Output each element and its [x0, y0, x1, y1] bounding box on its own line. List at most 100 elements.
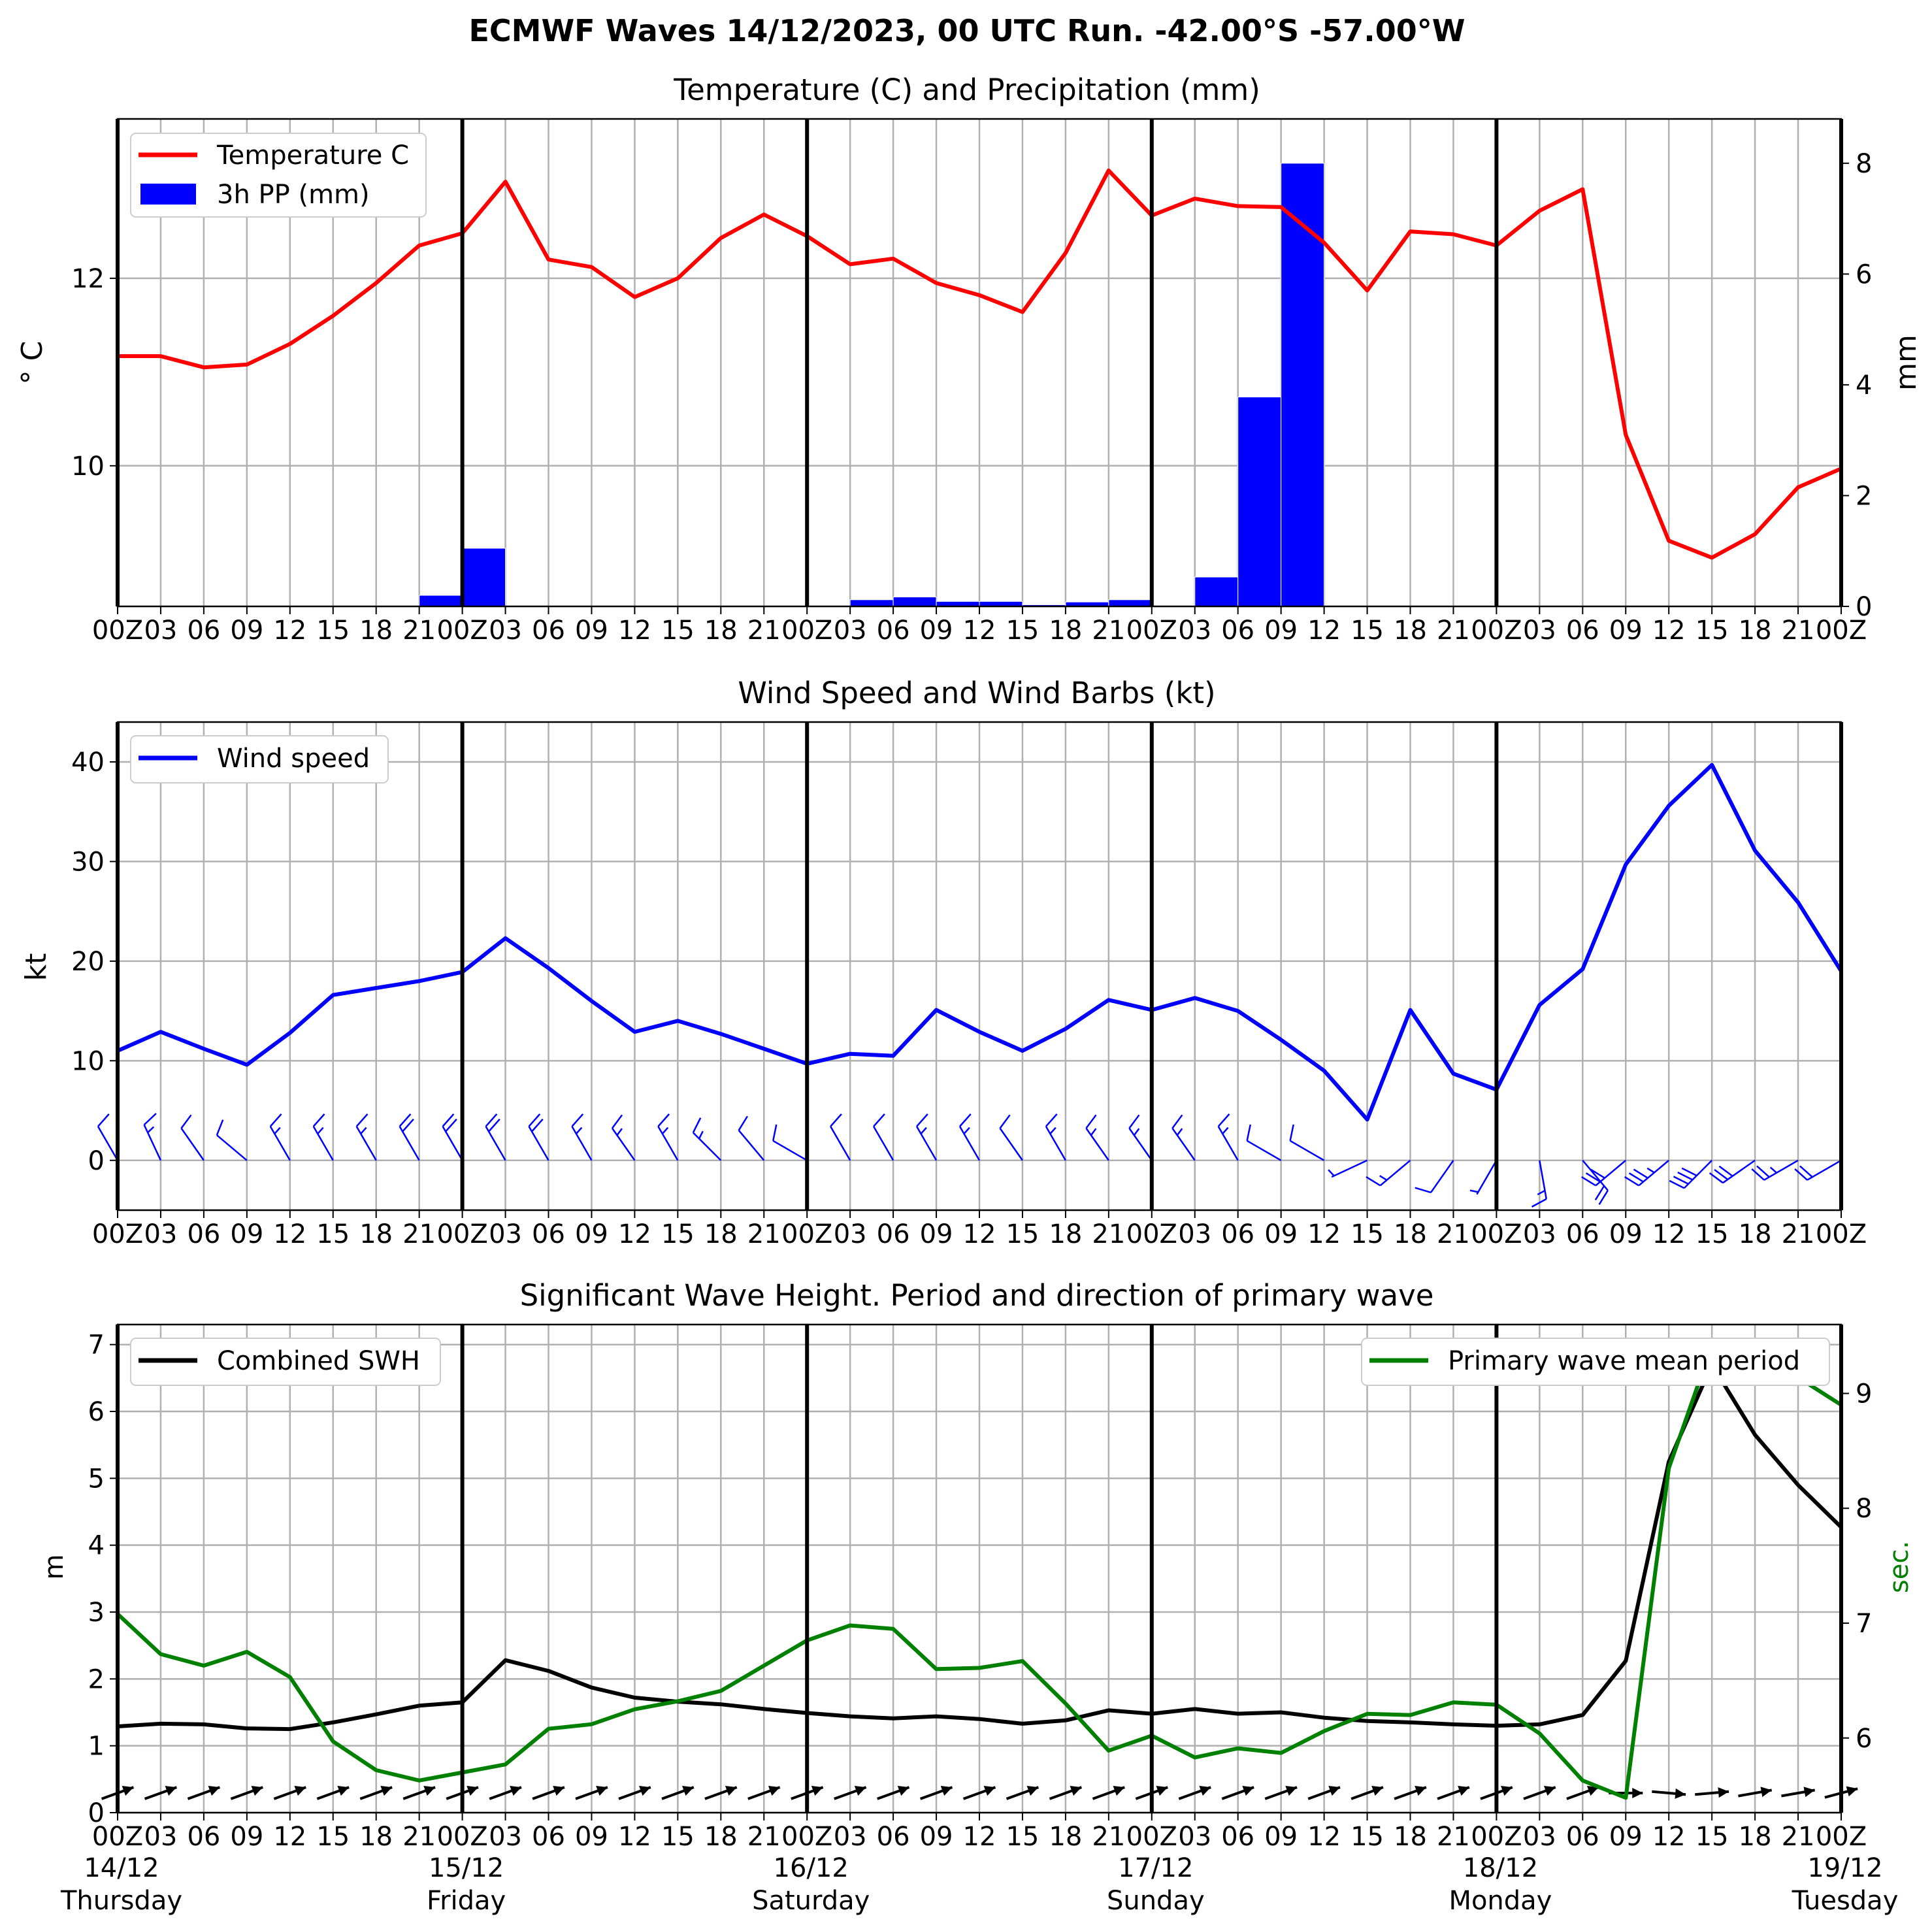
x-tick-label: 00Z — [436, 1219, 487, 1249]
arrow-head — [553, 1786, 565, 1796]
barb-flag — [488, 1118, 500, 1132]
barb-flag — [873, 1113, 885, 1127]
x-tick-label: 12 — [1652, 1822, 1686, 1852]
x-tick-label: 15 — [661, 616, 695, 646]
x-tick-label: 09 — [1264, 1822, 1298, 1852]
y-tick-label-right: 6 — [1856, 259, 1872, 289]
arrow-head — [337, 1786, 350, 1796]
x-tick-label: 21 — [1437, 1219, 1470, 1249]
precip-bar — [892, 597, 937, 607]
arrow-head — [1458, 1786, 1469, 1796]
panel-wind: Wind Speed and Wind Barbs (kt) 0 10 20 30 40… — [20, 676, 1867, 1249]
x-tick-label: 15 — [1006, 1219, 1039, 1249]
x-tick-label: 21 — [747, 1822, 781, 1852]
y-tick-label: 0 — [88, 1798, 105, 1828]
wind-barb — [180, 1114, 205, 1161]
x-tick-label: 12 — [273, 1219, 306, 1249]
barb-flag — [571, 1113, 584, 1127]
y-tick-label-right: 2 — [1856, 481, 1872, 511]
x-tick-label: 21 — [1782, 616, 1815, 646]
barb-staff — [355, 1126, 377, 1161]
x-tick-label: 12 — [273, 616, 306, 646]
x-tick-label: 18 — [1394, 1822, 1427, 1852]
x-tick-label: 12 — [1307, 1219, 1341, 1249]
barb-flag — [1171, 1114, 1183, 1129]
x-tick-label: 15 — [1695, 1219, 1729, 1249]
barb-flag — [442, 1113, 455, 1127]
x-tick-label: 03 — [834, 1822, 867, 1852]
x-tick-label: 21 — [1092, 1219, 1125, 1249]
legend: Wind speed — [130, 735, 389, 783]
x-tick-label: 18 — [359, 1822, 393, 1852]
wind-barb — [958, 1113, 981, 1161]
arrow-head — [897, 1786, 909, 1796]
wave-arrow — [1092, 1786, 1125, 1800]
wind-barb — [442, 1113, 463, 1161]
barb-flag — [772, 1124, 778, 1142]
x-tick-label: 12 — [963, 1822, 996, 1852]
wave-arrow — [532, 1786, 565, 1800]
wave-arrow — [1307, 1786, 1341, 1800]
x-tick-label: 15 — [661, 1219, 695, 1249]
x-tick-label: 00Z — [92, 1822, 143, 1852]
barb-flag — [963, 1127, 970, 1134]
x-tick-label: 21 — [402, 1822, 436, 1852]
barb-staff — [1379, 1159, 1411, 1187]
barb-staff — [180, 1127, 205, 1161]
barb-staff — [216, 1134, 248, 1161]
barb-flag — [916, 1113, 928, 1127]
x-tick-label: 00Z — [1816, 1219, 1867, 1249]
x-tick-label: 09 — [575, 1219, 608, 1249]
barb-flag — [147, 1126, 155, 1134]
barb-staff — [1128, 1127, 1153, 1161]
barb-flag — [611, 1114, 623, 1129]
barb-flag — [1469, 1189, 1479, 1193]
wave-arrow — [1351, 1786, 1384, 1800]
barb-staff — [611, 1127, 636, 1161]
wind-barb — [1669, 1159, 1713, 1189]
barb-flag — [531, 1118, 544, 1132]
arrow-head — [251, 1786, 263, 1796]
y-axis-label: kt — [20, 953, 53, 981]
barb-flag — [920, 1127, 927, 1134]
y-tick-label: 10 — [71, 452, 105, 482]
barb-staff — [1476, 1160, 1498, 1195]
barb-staff — [1331, 1159, 1368, 1178]
x-tick-label: 03 — [489, 616, 522, 646]
y-tick-label-right: 4 — [1856, 371, 1872, 401]
y-tick-label: 1 — [88, 1732, 105, 1762]
x-tick-label: 06 — [1221, 1219, 1254, 1249]
wind-barb — [1581, 1159, 1627, 1187]
x-tick-label: 18 — [1739, 616, 1772, 646]
x-tick-label: 06 — [877, 1219, 910, 1249]
x-tick-label: 06 — [187, 616, 220, 646]
x-tick-label: 21 — [1437, 1822, 1470, 1852]
barb-staff — [1807, 1159, 1842, 1181]
x-tick-label: 12 — [1652, 616, 1686, 646]
barb-flag — [317, 1127, 324, 1134]
barb-staff — [999, 1127, 1023, 1161]
arrow-head — [1242, 1786, 1254, 1796]
barb-staff — [528, 1126, 549, 1161]
arrow-head — [639, 1786, 651, 1796]
x-tick-label: 00Z — [436, 616, 487, 646]
x-tick-label: 21 — [1782, 1822, 1815, 1852]
arrow-head — [1328, 1786, 1341, 1796]
arrow-head — [854, 1786, 866, 1796]
wave-arrow — [144, 1786, 178, 1800]
x-tick-label: 21 — [1437, 616, 1470, 646]
x-tick-label: 00Z — [1471, 1219, 1522, 1249]
swh-line — [117, 1362, 1843, 1732]
wind-barb — [692, 1117, 722, 1161]
barb-flag — [738, 1115, 748, 1131]
arrow-head — [1803, 1787, 1815, 1798]
y-tick-label-right: 8 — [1856, 149, 1872, 179]
barb-staff — [1171, 1127, 1196, 1161]
arrow-head — [208, 1786, 220, 1796]
arrow-head — [1415, 1786, 1426, 1796]
wind-barb — [1582, 1159, 1609, 1205]
